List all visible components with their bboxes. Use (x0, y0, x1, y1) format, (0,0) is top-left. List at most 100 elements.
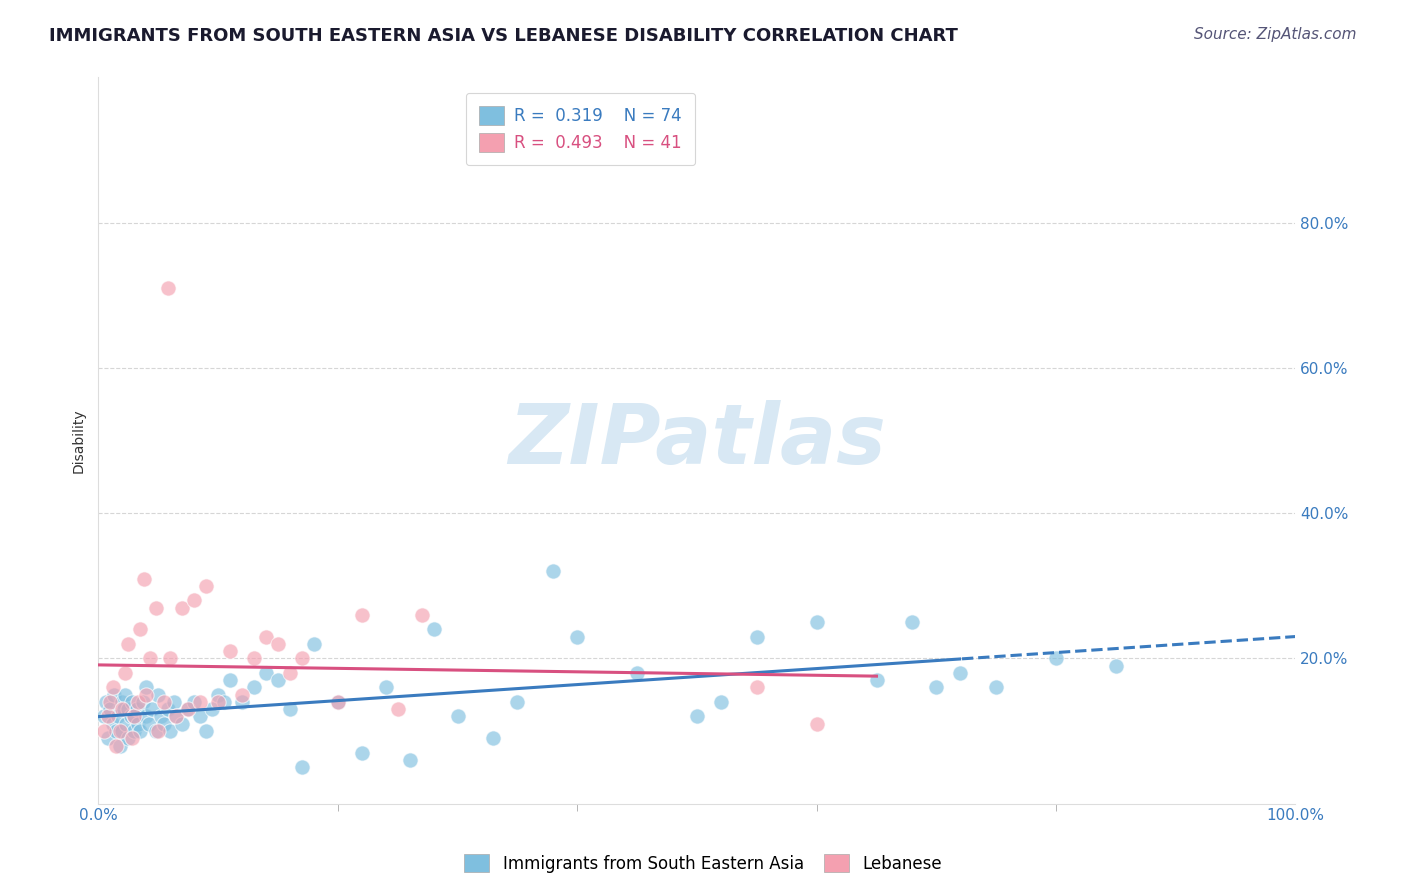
Text: Source: ZipAtlas.com: Source: ZipAtlas.com (1194, 27, 1357, 42)
Point (686, 709, 709, 723)
Point (183, 593, 205, 607)
Point (121, 695, 143, 709)
Point (93, 724, 115, 739)
Point (149, 709, 172, 723)
Point (165, 709, 187, 723)
Point (267, 637, 290, 651)
Point (567, 630, 589, 644)
Point (254, 665, 277, 680)
Point (350, 607, 373, 622)
Point (101, 681, 124, 695)
Point (135, 681, 157, 695)
Point (387, 702, 409, 716)
Point (139, 651, 162, 665)
Point (925, 681, 948, 695)
Point (156, 702, 179, 716)
Point (201, 702, 224, 716)
Point (117, 702, 139, 716)
Point (212, 695, 235, 709)
Point (132, 695, 155, 709)
Point (183, 695, 205, 709)
Point (100, 702, 122, 716)
Point (188, 709, 211, 723)
Point (129, 724, 152, 739)
Point (111, 695, 134, 709)
Point (626, 665, 648, 680)
Point (188, 695, 211, 709)
Point (108, 724, 131, 739)
Point (231, 695, 253, 709)
Point (148, 724, 170, 739)
Point (177, 702, 200, 716)
Point (115, 716, 138, 731)
Point (121, 731, 143, 746)
Point (103, 688, 125, 702)
Legend: R =  0.319    N = 74, R =  0.493    N = 41: R = 0.319 N = 74, R = 0.493 N = 41 (465, 93, 695, 165)
Point (710, 695, 733, 709)
Point (129, 623, 152, 637)
Point (411, 607, 433, 622)
Point (398, 753, 420, 767)
Point (254, 630, 277, 644)
Point (901, 615, 924, 629)
Point (219, 673, 242, 688)
Text: IMMIGRANTS FROM SOUTH EASTERN ASIA VS LEBANESE DISABILITY CORRELATION CHART: IMMIGRANTS FROM SOUTH EASTERN ASIA VS LE… (49, 27, 957, 45)
Point (422, 623, 444, 637)
Point (350, 746, 373, 760)
Point (124, 709, 146, 723)
Point (231, 688, 253, 702)
Point (177, 702, 200, 716)
Point (120, 709, 142, 723)
Point (124, 724, 146, 739)
Point (145, 724, 167, 739)
Point (97, 709, 120, 723)
Point (101, 716, 124, 731)
Point (135, 709, 157, 723)
Point (111, 702, 134, 716)
Point (243, 681, 266, 695)
Point (1045, 651, 1067, 665)
Point (806, 615, 828, 629)
Point (482, 731, 505, 746)
Point (125, 702, 148, 716)
Point (114, 665, 136, 680)
Point (159, 651, 181, 665)
Point (1105, 658, 1128, 673)
Point (100, 695, 122, 709)
Point (172, 716, 194, 731)
Point (163, 695, 186, 709)
Point (207, 688, 229, 702)
Point (302, 637, 325, 651)
Point (949, 665, 972, 680)
Point (159, 724, 181, 739)
Point (132, 572, 155, 586)
Point (94, 695, 117, 709)
Point (141, 702, 163, 716)
Point (195, 724, 218, 739)
Point (117, 731, 139, 746)
Point (97, 731, 120, 746)
Point (105, 739, 128, 753)
Point (145, 600, 167, 615)
Point (207, 695, 229, 709)
Point (326, 695, 349, 709)
Point (107, 709, 129, 723)
Point (291, 760, 314, 774)
Point (105, 724, 128, 739)
Point (374, 681, 396, 695)
Point (127, 695, 149, 709)
Point (138, 716, 160, 731)
Point (127, 716, 149, 731)
Point (986, 681, 1008, 695)
Point (172, 600, 194, 615)
Point (156, 281, 179, 295)
Point (111, 724, 134, 739)
Y-axis label: Disability: Disability (72, 409, 86, 473)
Point (148, 688, 170, 702)
Point (278, 665, 301, 680)
Point (243, 651, 266, 665)
Point (114, 688, 136, 702)
Point (267, 673, 290, 688)
Point (865, 673, 887, 688)
Point (93, 709, 115, 723)
